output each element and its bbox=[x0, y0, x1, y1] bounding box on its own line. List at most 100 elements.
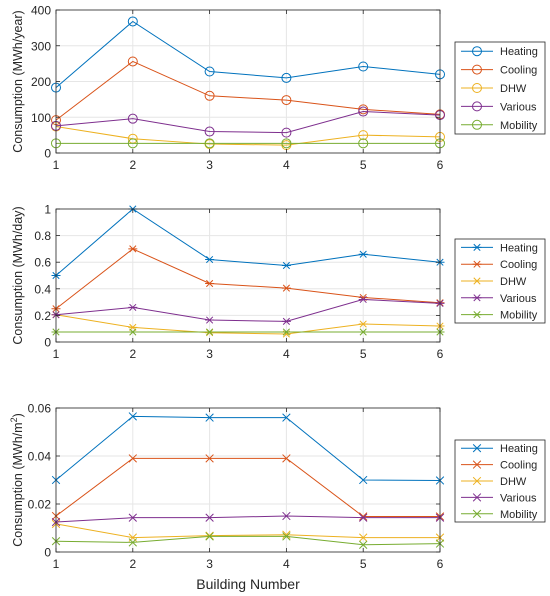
legend-label-dhw: DHW bbox=[500, 83, 527, 95]
series-line-dhw bbox=[55, 126, 441, 146]
legend-marker-cooling bbox=[472, 64, 482, 75]
data-point-mobility bbox=[204, 138, 215, 149]
y-tick-label: 0 bbox=[44, 147, 51, 161]
legend-label-dhw: DHW bbox=[500, 276, 527, 288]
legend-marker-mobility bbox=[472, 509, 482, 518]
x-tick-label: 6 bbox=[437, 557, 444, 571]
legend-marker-dhw bbox=[472, 476, 482, 486]
series-line-cooling bbox=[55, 60, 441, 121]
y-tick-label: 0.6 bbox=[34, 256, 51, 270]
legend-label-heating: Heating bbox=[500, 46, 538, 58]
legend: Heating Cooling DHW Various Mobility bbox=[454, 41, 546, 135]
legend-marker-mobility bbox=[472, 119, 482, 130]
legend-marker-dhw bbox=[472, 83, 482, 93]
legend-marker-heating bbox=[472, 46, 482, 57]
y-tick-label: 0.04 bbox=[28, 450, 52, 464]
data-point-dhw bbox=[282, 530, 291, 539]
legend-label-mobility: Mobility bbox=[500, 120, 538, 132]
data-point-various bbox=[358, 106, 369, 117]
data-point-heating bbox=[205, 255, 215, 264]
chart-panel-2: 1 2 3 4 5 6 0 0.2 0.4 0.6 0.8 1 Consumption (MWh/day… bbox=[11, 203, 546, 361]
legend-label-mobility: Mobility bbox=[500, 509, 538, 521]
data-point-cooling bbox=[205, 279, 215, 288]
data-point-dhw bbox=[205, 531, 214, 540]
legend: Heating Cooling DHW Various Mobility bbox=[454, 238, 546, 324]
data-point-heating bbox=[128, 412, 137, 421]
x-tick-label: 3 bbox=[206, 347, 213, 361]
legend-label-dhw: DHW bbox=[500, 476, 527, 488]
data-point-dhw bbox=[358, 320, 368, 328]
legend-marker-various bbox=[472, 294, 482, 302]
legend-label-cooling: Cooling bbox=[500, 460, 537, 472]
data-point-cooling bbox=[359, 512, 368, 521]
legend-label-various: Various bbox=[500, 492, 537, 504]
x-tick-label: 3 bbox=[206, 158, 213, 172]
legend-marker-various bbox=[472, 101, 482, 112]
y-axis-label: Consumption (MWh/day) bbox=[11, 206, 25, 344]
x-tick-label: 6 bbox=[437, 347, 444, 361]
legend-marker-cooling bbox=[472, 460, 482, 469]
series-line-heating bbox=[55, 415, 441, 481]
x-tick-label: 1 bbox=[53, 347, 60, 361]
y-tick-label: 0.02 bbox=[28, 498, 52, 512]
y-tick-label: 400 bbox=[31, 4, 51, 18]
data-point-various bbox=[281, 317, 291, 325]
plot-area bbox=[56, 209, 440, 342]
y-tick-label: 300 bbox=[31, 39, 51, 53]
data-point-mobility bbox=[359, 540, 368, 549]
data-point-heating bbox=[359, 475, 368, 485]
x-axis-label: Building Number bbox=[196, 576, 300, 592]
y-tick-label: 0.06 bbox=[28, 402, 52, 416]
data-point-heating bbox=[358, 61, 369, 72]
data-point-various bbox=[204, 126, 215, 137]
data-point-cooling bbox=[282, 454, 291, 463]
series-line-heating bbox=[55, 208, 441, 276]
data-point-dhw bbox=[358, 130, 369, 141]
series-line-various bbox=[55, 298, 441, 322]
legend-marker-various bbox=[472, 493, 482, 502]
series-line-mobility bbox=[55, 535, 441, 546]
data-point-cooling bbox=[127, 56, 138, 67]
data-point-cooling bbox=[281, 284, 291, 292]
y-axis-label: Consumption (MWh/year) bbox=[11, 10, 25, 152]
data-point-mobility bbox=[128, 538, 137, 547]
legend-marker-heating bbox=[472, 444, 482, 453]
data-point-cooling bbox=[204, 90, 215, 101]
x-tick-label: 2 bbox=[129, 158, 136, 172]
data-point-heating bbox=[358, 250, 368, 258]
x-tick-label: 2 bbox=[129, 347, 136, 361]
data-point-dhw bbox=[359, 533, 368, 542]
legend-label-various: Various bbox=[500, 293, 537, 305]
x-tick-label: 3 bbox=[206, 557, 213, 571]
y-tick-label: 0.4 bbox=[34, 282, 51, 296]
data-point-mobility bbox=[358, 328, 368, 336]
series-line-various bbox=[55, 111, 441, 134]
x-tick-label: 4 bbox=[283, 158, 290, 172]
y-tick-label: 0.2 bbox=[34, 309, 51, 323]
x-tick-label: 5 bbox=[360, 158, 367, 172]
y-tick-label: 200 bbox=[31, 75, 51, 89]
data-point-cooling bbox=[205, 454, 214, 463]
y-tick-label: 1 bbox=[44, 203, 51, 217]
data-point-cooling bbox=[128, 454, 137, 463]
data-point-cooling bbox=[281, 95, 292, 106]
x-tick-label: 2 bbox=[129, 557, 136, 571]
x-tick-label: 6 bbox=[437, 158, 444, 172]
x-tick-label: 4 bbox=[283, 347, 290, 361]
data-point-heating bbox=[281, 72, 292, 83]
x-tick-label: 5 bbox=[360, 347, 367, 361]
data-point-mobility bbox=[205, 328, 215, 336]
legend-marker-heating bbox=[472, 243, 482, 251]
data-point-various bbox=[128, 513, 137, 522]
data-point-various bbox=[205, 513, 214, 522]
y-tick-label: 0 bbox=[44, 336, 51, 350]
legend-label-various: Various bbox=[500, 101, 537, 113]
chart-panel-1: 1 2 3 4 5 6 0 100 200 300 400 Consumption (MWh/year… bbox=[11, 4, 546, 172]
data-point-mobility bbox=[281, 328, 291, 336]
data-point-mobility bbox=[127, 138, 138, 149]
data-point-mobility bbox=[281, 138, 292, 149]
data-point-mobility bbox=[205, 532, 214, 541]
series-line-heating bbox=[55, 20, 441, 88]
